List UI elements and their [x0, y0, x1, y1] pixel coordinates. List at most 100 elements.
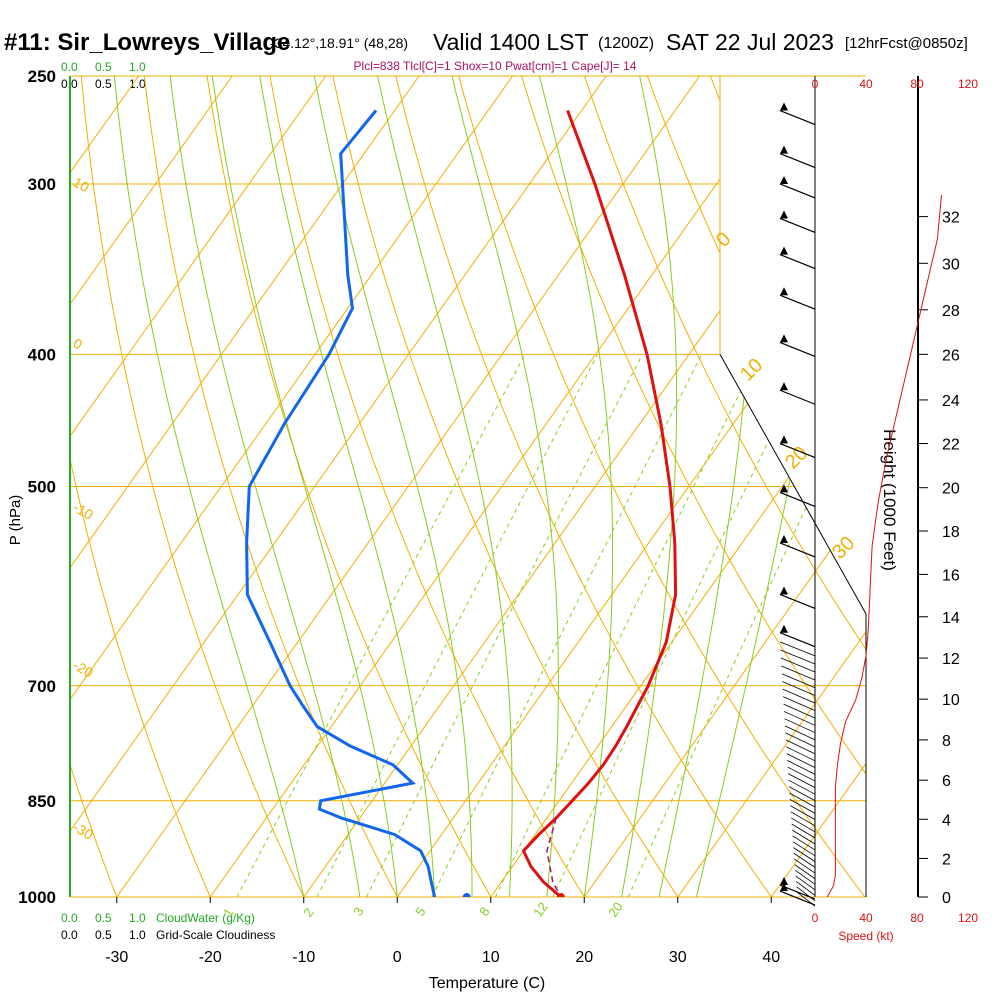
mixing-ratio-5: [431, 354, 703, 897]
speed-tick-bottom: 80: [910, 911, 924, 925]
temperature-tick-label: 10: [482, 949, 500, 966]
dry-adiabat-70: [576, 76, 866, 897]
isotherm-10: [490, 76, 866, 897]
pressure-tick-label: 300: [28, 175, 56, 194]
station-coords: -34.12°,18.91° (48,28): [270, 35, 408, 51]
cloudwater-bottom-1: 0.5: [95, 911, 112, 925]
wind-barb-pennant: [780, 883, 788, 892]
wind-barb-pennant: [780, 210, 788, 219]
wind-barb-staff: [779, 491, 816, 507]
moist-adiabat--10: [113, 76, 305, 897]
temperature-tick-label: 0: [393, 949, 402, 966]
temperature-tick-label: -10: [292, 949, 315, 966]
height-tick-label: 8: [942, 733, 951, 750]
surface-temperature-marker: [556, 893, 565, 897]
pressure-tick-label: 850: [28, 792, 56, 811]
moist-adiabat-8: [313, 76, 473, 897]
wind-barb-low: [791, 817, 816, 833]
wind-barb-low: [796, 891, 816, 907]
wind-barb-low: [791, 823, 816, 839]
speed-tick-top: 120: [958, 77, 978, 91]
wind-barb-staff: [779, 442, 816, 459]
pressure-tick-label: 1000: [18, 888, 56, 907]
isotherm-0: [396, 76, 866, 897]
cloudwater-title: CloudWater (g/Kg): [156, 911, 255, 925]
height-tick-label: 28: [942, 303, 960, 320]
wind-barb-low: [794, 864, 816, 880]
y-axis-title: P (hPa): [7, 495, 24, 546]
wind-barb-low: [795, 870, 816, 885]
temperature-profile: [521, 109, 678, 897]
wind-barb-low: [780, 649, 816, 665]
wind-barb-pennant: [780, 624, 788, 633]
cloudwater-top-1: 0.5: [95, 60, 112, 74]
wind-barb-low: [784, 725, 816, 741]
temperature-tick-label: 30: [669, 949, 687, 966]
speed-tick-bottom: 0: [812, 911, 819, 925]
wind-barb-pennant: [780, 287, 788, 296]
cloudiness-bottom-2: 1.0: [129, 928, 146, 942]
wind-barb-low: [783, 703, 816, 719]
wind-barb-staff: [779, 542, 816, 558]
wind-barb-pennant: [780, 586, 788, 595]
wind-barb-pennant: [780, 102, 788, 111]
cloudiness-top-1: 0.5: [95, 77, 112, 91]
height-axis-title: Height (1000 Feet): [880, 429, 899, 571]
moist-adiabat-20: [538, 76, 614, 897]
height-tick-label: 4: [942, 812, 951, 829]
wind-barb-low: [782, 696, 816, 712]
dry-adiabat-60: [513, 76, 866, 897]
dry-adiabat-10: [203, 76, 508, 897]
top-cloud-scales: 0.0 0.5 1.0 0.0 0.5 1.0: [61, 60, 146, 91]
wind-barb-pennant: [780, 382, 788, 391]
isotherm--20: [209, 76, 794, 897]
height-tick-label: 12: [942, 651, 960, 668]
temperature-tick-label: -30: [105, 949, 128, 966]
moist-adiabat-12: [377, 76, 513, 897]
moist-adiabat-16: [451, 76, 559, 897]
height-tick-label: 10: [942, 692, 960, 709]
wind-barb-pennant: [780, 175, 788, 184]
x-axis-title: Temperature (C): [429, 975, 545, 992]
wind-barb-low: [787, 766, 816, 782]
wind-barb-low: [780, 657, 816, 673]
height-tick-label: 2: [942, 851, 951, 868]
isotherm--80: [70, 76, 233, 897]
wind-barb-staff: [779, 294, 816, 310]
wind-barb-staff: [779, 109, 816, 126]
temperature-tick-label: 20: [575, 949, 593, 966]
wind-barb-low: [793, 847, 816, 862]
wind-barb-low: [786, 753, 816, 768]
height-tick-label: 6: [942, 773, 951, 790]
wind-barb-staff: [779, 389, 816, 405]
wind-barb-staff: [779, 183, 816, 199]
wind-barb-pennant: [780, 534, 788, 543]
wind-barb-low: [786, 746, 816, 762]
isotherm-30: [677, 76, 866, 897]
dry-adiabat-0: [140, 76, 414, 897]
wind-barb-low: [789, 792, 816, 808]
dewpoint-profile: [245, 109, 437, 897]
speed-tick-top: 80: [910, 77, 924, 91]
wind-barb-pennant: [780, 877, 788, 886]
speed-tick-top: 0: [812, 77, 819, 91]
valid-date: SAT 22 Jul 2023: [666, 29, 834, 55]
dry-adiabat-20: [265, 76, 603, 897]
forecast-label: [12hrFcst@0850z]: [845, 35, 968, 52]
speed-tick-top: 40: [859, 77, 873, 91]
mixing-ratio-8: [495, 354, 760, 897]
height-tick-label: 20: [942, 481, 960, 498]
wind-barb-staff: [779, 593, 816, 610]
cloudiness-bottom-0: 0.0: [61, 928, 78, 942]
sounding-params: Plcl=838 Tlcl[C]=1 Shox=10 Pwat[cm]=1 Ca…: [354, 59, 637, 73]
wind-barb-low: [795, 875, 816, 891]
wind-barb-pennant: [780, 334, 788, 343]
station-title: #11: Sir_Lowreys_Village: [4, 29, 290, 56]
height-tick-label: 22: [942, 437, 960, 454]
temperature-tick-label: -20: [199, 949, 222, 966]
valid-time: Valid 1400 LST: [433, 29, 589, 55]
wind-barb-low: [796, 886, 816, 902]
wind-barb-pennant: [780, 145, 788, 154]
